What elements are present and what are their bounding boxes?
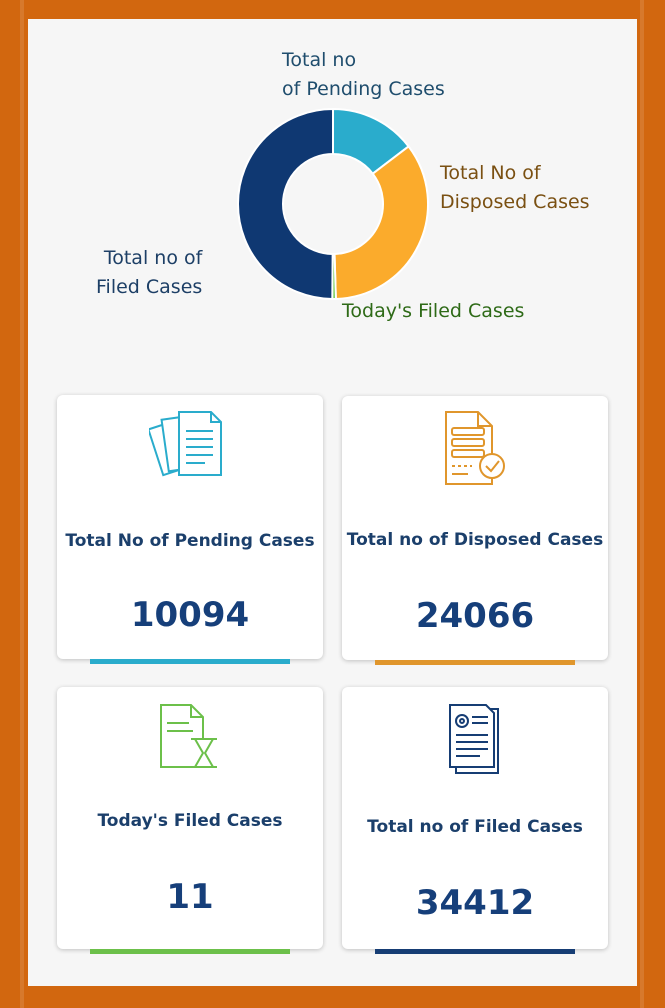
total-filed-cases-card[interactable]: Total no of Filed Cases 34412 xyxy=(342,687,608,954)
total-filed-cases-label: Total no of Filed Cases xyxy=(367,817,583,837)
approved-document-icon xyxy=(438,408,512,493)
todays-filed-cases-value: 11 xyxy=(166,877,214,917)
background-stripe xyxy=(20,0,24,1008)
total-filed-cases-accent-bar xyxy=(375,949,575,954)
background-stripe xyxy=(640,0,644,1008)
disposed-cases-accent-bar xyxy=(375,660,575,665)
pending-cases-label: Total No of Pending Cases xyxy=(65,531,315,551)
disposed-cases-label: Total no of Disposed Cases xyxy=(346,530,604,550)
pending-cases-card[interactable]: Total No of Pending Cases 10094 xyxy=(57,395,323,664)
disposed-cases-card[interactable]: Total no of Disposed Cases 24066 xyxy=(342,396,608,665)
chart-label-filed: Total no of Filed Cases xyxy=(96,247,203,298)
documents-icon xyxy=(147,409,231,490)
total-filed-cases-value: 34412 xyxy=(415,883,535,923)
chart-label-today: Today's Filed Cases xyxy=(342,300,525,322)
chart-label-disposed: Total No of Disposed Cases xyxy=(440,162,590,213)
donut-svg xyxy=(237,107,429,301)
donut-slice-1[interactable] xyxy=(333,144,429,300)
document-hourglass-icon xyxy=(153,701,227,778)
todays-filed-cases-accent-bar xyxy=(90,949,290,954)
chart-label-pending: Total no of Pending Cases xyxy=(282,49,445,100)
dashboard-panel: Total no of Pending Cases Total No of Di… xyxy=(28,19,637,986)
donut-slice-3[interactable] xyxy=(237,107,334,301)
pending-cases-accent-bar xyxy=(90,659,290,664)
cases-donut-chart: Total no of Pending Cases Total No of Di… xyxy=(28,19,637,379)
certificate-document-icon xyxy=(442,701,508,782)
todays-filed-cases-card[interactable]: Today's Filed Cases 11 xyxy=(57,687,323,954)
disposed-cases-value: 24066 xyxy=(415,596,535,636)
todays-filed-cases-label: Today's Filed Cases xyxy=(97,811,283,831)
pending-cases-value: 10094 xyxy=(130,595,250,635)
